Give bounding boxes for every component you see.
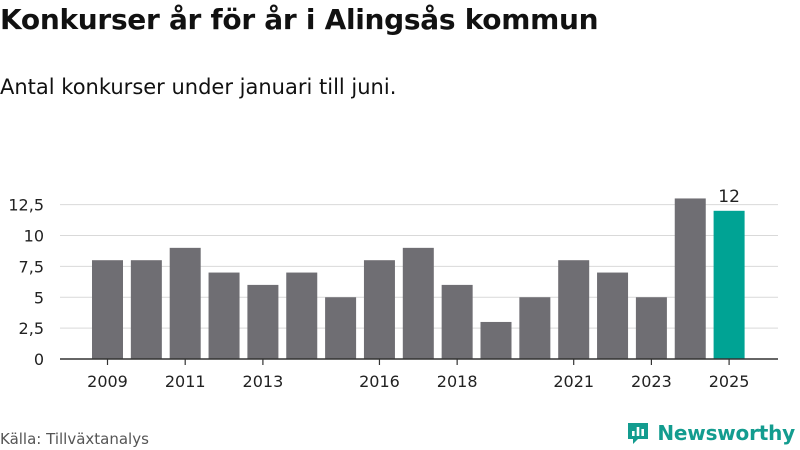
bar — [247, 284, 279, 359]
x-tick-label: 2021 — [553, 372, 594, 391]
bar — [635, 297, 667, 359]
brand-name: Newsworthy — [657, 421, 795, 445]
bar — [519, 297, 551, 359]
x-tick-label: 2016 — [359, 372, 400, 391]
source-note: Källa: Tillväxtanalys — [0, 430, 149, 448]
bar — [130, 260, 162, 359]
bar — [597, 272, 629, 359]
bar — [674, 198, 706, 359]
bar-chart: 0 2,5 5 7,5 10 12,5 12 2009 2011 2013 2016 2018 2021… — [8, 187, 778, 391]
bar — [286, 272, 318, 359]
bar — [441, 284, 473, 359]
bar — [713, 210, 745, 359]
bar — [558, 260, 590, 359]
bar — [208, 272, 240, 359]
y-tick-label: 0 — [34, 350, 44, 369]
chart-subtitle: Antal konkurser under januari till juni. — [0, 75, 397, 99]
chart-title: Konkurser år för år i Alingsås kommun — [0, 3, 599, 36]
brand-logo: Newsworthy — [625, 420, 795, 446]
newsworthy-logo-icon — [628, 423, 649, 444]
x-tick-label: 2023 — [631, 372, 672, 391]
y-tick-label: 5 — [34, 288, 44, 307]
bar — [169, 247, 201, 359]
x-tick-label: 2018 — [437, 372, 478, 391]
x-tick-label: 2013 — [243, 372, 284, 391]
x-tick-label: 2025 — [709, 372, 750, 391]
bar — [92, 260, 123, 359]
x-tick-label: 2009 — [87, 372, 128, 391]
x-tick-label: 2011 — [165, 372, 206, 391]
bar — [402, 247, 434, 359]
bar — [363, 260, 395, 359]
y-tick-label: 12,5 — [8, 196, 44, 215]
data-label: 12 — [718, 187, 740, 207]
bar — [325, 297, 357, 359]
y-tick-label: 2,5 — [19, 319, 44, 338]
y-tick-label: 10 — [24, 227, 44, 246]
bar — [480, 321, 512, 359]
y-tick-label: 7,5 — [19, 257, 44, 276]
